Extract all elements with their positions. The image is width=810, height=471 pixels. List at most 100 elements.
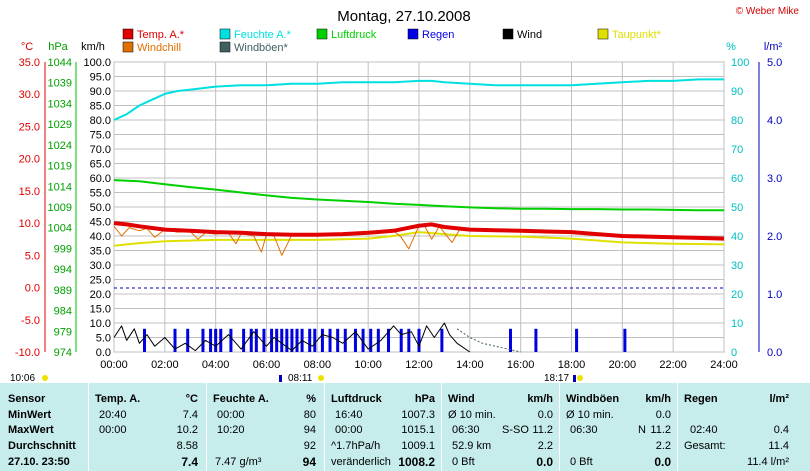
pressure-axis-ticks: 1044 1039 1034 1029 1024 1019 1014 1009 1004 999 9…: [48, 57, 72, 359]
stats-wind-head: Wind: [448, 393, 475, 405]
stats-temp-max-time: 00:00: [99, 424, 127, 436]
stats-pressure-min-time: 16:40: [335, 409, 363, 421]
humidity-tick-label: 60: [731, 173, 743, 185]
stats-gust-min-val: 0.0: [655, 409, 671, 421]
series-line-wind: [113, 322, 471, 353]
humidity-tick-label: 30: [731, 260, 743, 272]
rain-bar: [143, 328, 146, 352]
credit-label: © Weber Mike: [736, 6, 800, 17]
sunset-sun-icon: [577, 375, 583, 381]
legend-label: Regen: [422, 29, 454, 41]
stats-temp-min-val: 7.4: [182, 409, 198, 421]
wind-tick-label: 65.0: [90, 159, 111, 171]
rain-bar: [387, 328, 390, 352]
rain-bar: [201, 328, 205, 352]
legend-label: Temp. A.*: [137, 29, 185, 41]
rain-bar: [407, 328, 411, 352]
wind-tick-label: 45.0: [90, 217, 111, 229]
rain-bar: [320, 328, 324, 352]
rain-bar: [575, 328, 579, 352]
plot-grid: [113, 61, 725, 353]
stats-avg-label: Durchschnitt: [8, 440, 76, 452]
humidity-tick-label: 100: [731, 57, 749, 69]
rain-bar: [353, 328, 357, 352]
stats-pressure-max-val: 1015.1: [401, 424, 435, 436]
wind-tick-label: 80.0: [90, 115, 111, 127]
stats-gust-max-time: 06:30: [570, 424, 598, 436]
wind-tick-label: 0.0: [96, 347, 111, 359]
rain-tick-label: 4.0: [767, 115, 782, 127]
stats-wind-avg-note: 52.9 km: [452, 440, 492, 452]
legend-label: Feuchte A.*: [234, 29, 292, 41]
stats-wind-avg-val: 2.2: [537, 440, 553, 452]
wind-tick-label: 10.0: [90, 318, 111, 330]
stats-rain-avg-val: 11.4: [768, 440, 789, 452]
wind-tick-label: 30.0: [90, 260, 111, 272]
humidity-tick-label: 90: [731, 86, 743, 98]
stats-pressure-unit: hPa: [414, 393, 435, 405]
wind-tick-label: 5.0: [96, 333, 111, 345]
sunrise-label: 08:11: [288, 373, 313, 383]
rain-tick-label: 1.0: [767, 289, 782, 301]
rain-bar: [376, 328, 380, 352]
stats-pressure-avg-val: 1009.1: [401, 440, 435, 452]
stats-pressure-min-val: 1007.3: [401, 409, 435, 421]
stats-gust-avg-val: 2.2: [655, 440, 671, 452]
series-layer: [113, 78, 725, 353]
legend-swatch: [122, 41, 134, 53]
series-line-windb-en: [456, 328, 521, 353]
rain-bar: [214, 328, 218, 352]
stats-pressure-avg-note: ^1.7hPa/h: [331, 440, 381, 452]
pressure-tick-label: 984: [54, 306, 72, 318]
rain-bar: [417, 328, 421, 352]
time-tick-label: 18:00: [558, 359, 586, 371]
rain-bar: [186, 328, 190, 352]
legend-swatch: [219, 28, 231, 40]
stats-pressure-head: Luftdruck: [331, 393, 382, 405]
stats-wind-min-val: 0.0: [537, 409, 553, 421]
rain-bar: [509, 328, 512, 352]
legend-swatch: [122, 28, 134, 40]
stats-table: Sensor MinWert MaxWert Durchschnitt 27.1…: [0, 383, 810, 471]
stats-wind-max-dir: S-SO: [502, 424, 529, 436]
temp-tick-label: 35.0: [19, 57, 40, 69]
moon-icon: [42, 375, 48, 381]
pressure-tick-label: 979: [54, 326, 72, 338]
stats-temp-cur-val: 7.4: [181, 455, 198, 469]
sun-icon: [318, 375, 324, 381]
stats-temp-head: Temp. A.: [95, 393, 141, 405]
stats-col-rain: Regen l/m² 02:40 0.4 Gesamt: 11.4 11.4 l…: [678, 383, 795, 471]
series-line-taupunkt: [113, 231, 725, 247]
wind-tick-label: 35.0: [90, 246, 111, 258]
legend-swatch: [502, 28, 514, 40]
pressure-tick-label: 1009: [48, 202, 72, 214]
temp-tick-label: 15.0: [19, 186, 40, 198]
pressure-tick-label: 1014: [48, 181, 72, 193]
stats-humidity-unit: %: [306, 393, 316, 405]
time-tick-label: 22:00: [659, 359, 687, 371]
rain-bar: [308, 328, 312, 352]
pressure-tick-label: 974: [54, 347, 72, 359]
stats-humidity-cur-val: 94: [302, 455, 316, 469]
stats-humidity-max-time: 10:20: [217, 424, 245, 436]
stats-temp-min-time: 20:40: [99, 409, 127, 421]
humidity-tick-label: 0: [731, 347, 737, 359]
stats-gust-unit: km/h: [645, 393, 671, 405]
time-tick-label: 06:00: [253, 359, 281, 371]
stats-pressure-max-time: 00:00: [335, 424, 363, 436]
wind-tick-label: 15.0: [90, 304, 111, 316]
stats-col-sensor: Sensor MinWert MaxWert Durchschnitt 27.1…: [0, 383, 89, 471]
stats-pressure-cur-val: 1008.2: [398, 455, 435, 469]
stats-wind-cur-val: 0.0: [536, 455, 553, 469]
legend-label: Wind: [517, 29, 542, 41]
rain-bar: [295, 328, 299, 352]
temp-tick-label: 30.0: [19, 89, 40, 101]
legend-swatch: [597, 28, 609, 40]
pressure-tick-label: 1034: [48, 98, 72, 110]
temp-unit-label: °C: [21, 41, 33, 53]
temp-tick-label: 10.0: [19, 218, 40, 230]
legend-swatch: [219, 41, 231, 53]
rain-bar: [369, 328, 373, 352]
rain-tick-label: 0.0: [767, 347, 782, 359]
